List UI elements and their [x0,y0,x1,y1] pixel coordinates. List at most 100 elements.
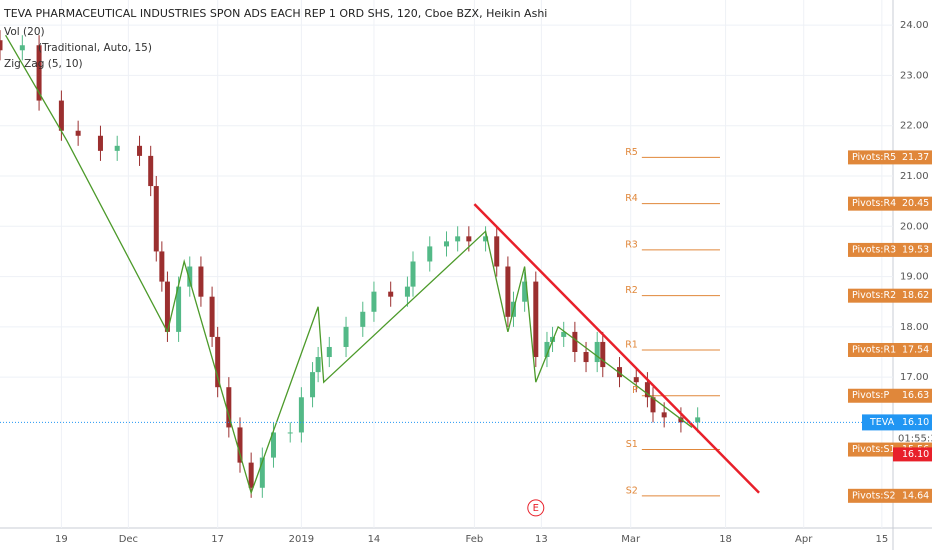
candle-body [97,135,103,151]
pivot-label: S2 [626,485,638,496]
candle-body [176,286,182,332]
candle-body [114,145,120,151]
close-tag [893,447,932,462]
close-label: 16.10 [902,449,929,460]
candle-body [159,251,165,282]
y-tick-label: 18.00 [900,322,929,333]
indicator-label: Zig Zag (5, 10) [4,58,83,70]
pivot-label: R3 [625,239,638,250]
pivot-label: R1 [625,339,638,350]
y-tick-label: 23.00 [900,70,929,81]
pivot-label: P [632,385,638,396]
candle-body [164,281,170,332]
candle-body [75,130,81,136]
x-tick-label: Mar [621,534,641,545]
pivot-tag-name: Pivots:R4 [852,198,896,209]
candle-body [343,326,349,347]
pivot-tag-name: Pivots:R3 [852,244,896,255]
candle-body [36,45,42,101]
pivot-tag [848,342,932,357]
pivot-tag-name: Pivots:P [852,390,889,401]
candle-body [644,382,650,398]
x-tick-label: 13 [535,534,548,545]
y-tick-label: 20.00 [900,221,929,232]
indicator-label: Vol (20) [4,26,45,38]
candle-body [270,432,276,458]
candle-body [678,417,684,423]
last-price-tag [862,414,932,431]
pivot-tag-name: Pivots:S1 [852,444,896,455]
pivot-tag [848,488,932,503]
x-tick-label: Feb [466,534,484,545]
chart-title: TEVA PHARMACEUTICAL INDUSTRIES SPON ADS … [3,7,547,20]
last-price-name: TEVA [869,417,895,428]
x-tick-label: 2019 [289,534,314,545]
pivot-tag [848,288,932,303]
pivot-tag-name: Pivots:R1 [852,344,896,355]
candle-body [594,341,600,363]
x-tick-label: 14 [368,534,381,545]
candle-body [237,427,243,463]
candle-body [583,352,589,363]
candle-body [494,236,500,267]
pivot-tag [848,242,932,257]
candle-body [315,357,321,373]
candle-body [695,417,701,423]
y-tick-label: 24.00 [900,20,929,31]
candle-body [148,155,154,187]
pivot-tag-value: 17.54 [902,344,929,355]
earnings-label: E [533,503,539,514]
candle-body [533,281,539,358]
pivot-tag-value: 19.53 [902,244,929,255]
countdown: 01:55:37 [898,433,932,444]
candle-body [522,281,528,302]
trend-line [473,203,760,494]
candle-body [326,346,332,358]
labels: 17.00 18.00 19.00 20.00 21.00 22.00 23.00 24.00… [55,20,932,545]
x-tick-label: 19 [55,534,68,545]
zigzag-line [5,34,693,495]
candle-body [388,291,394,297]
pivot-tag-name: Pivots:R5 [852,152,896,163]
candle-body [427,246,433,262]
indicator-label: (Traditional, Auto, 15) [38,42,152,54]
pivot-label: S1 [626,439,638,450]
candle-body [661,412,667,418]
candle-body [455,236,461,242]
candle-body [544,341,550,358]
candle-body [466,236,472,242]
candle-body [633,377,639,383]
x-tick-label: Dec [119,534,138,545]
candle-body [310,372,316,398]
pivot-label: R2 [625,285,638,296]
pivot-tag [848,196,932,211]
pivot-label: R4 [625,193,638,204]
x-tick-label: 15 [875,534,888,545]
candle-body [505,266,511,317]
candle-body [209,296,215,337]
candle-body [444,241,449,247]
candle-body [153,186,159,252]
pivot-tag-name: Pivots:S2 [852,490,896,501]
pivot-tag-value: 21.37 [902,152,929,163]
candle-body [572,331,578,352]
candle-body [600,341,606,368]
candle-body [0,40,3,51]
marks [0,30,893,498]
pivot-tag-name: Pivots:R2 [852,290,896,301]
candle-body [19,45,25,51]
candle-body [287,432,293,434]
candle-body [483,236,489,242]
candle-body [58,100,64,131]
candle-body [360,311,366,327]
pivot-tag-value: 18.62 [902,290,929,301]
y-tick-label: 21.00 [900,171,929,182]
candle-body [650,397,656,413]
pivot-tag [848,150,932,165]
pivot-label: R5 [625,147,638,158]
pivot-tag-value: 14.64 [902,490,929,501]
y-tick-label: 19.00 [900,272,929,283]
pivot-tag [848,388,932,403]
candle-body [561,331,567,337]
